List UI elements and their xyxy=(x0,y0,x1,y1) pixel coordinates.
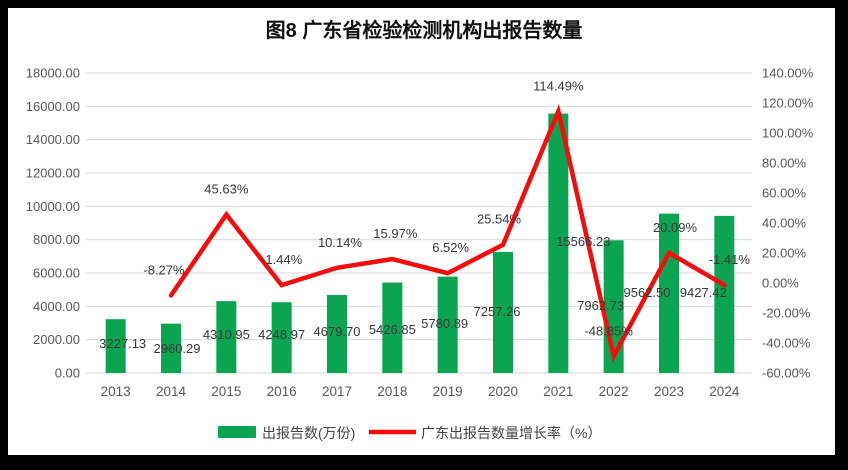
bar-2017 xyxy=(327,295,347,373)
line-value-label-2018: 15.97% xyxy=(373,226,418,241)
bar-value-label-2018: 5426.85 xyxy=(369,322,416,337)
bar-value-label-2014: 2960.29 xyxy=(154,341,201,356)
left-axis-tick-label: 0.00 xyxy=(55,366,80,381)
bar-2015 xyxy=(216,301,237,373)
legend: 出报告数(万份) 广东出报告数量增长率（%） xyxy=(218,425,601,441)
bar-value-label-2023: 9562.50 xyxy=(624,285,671,300)
left-axis-tick-label: 18000.00 xyxy=(26,66,80,81)
bar-2018 xyxy=(382,282,403,373)
bar-2021 xyxy=(548,113,569,373)
x-axis-label-2020: 2020 xyxy=(488,384,518,399)
left-axis-ticks: 0.00 2000.00 4000.00 6000.00 8000.00 10000.00… xyxy=(26,66,80,381)
line-value-labels: -8.27% 45.63% -1.44% 10.14% 15.97% 6.52% 25.54… xyxy=(143,78,750,338)
bar-value-label-2020: 7257.26 xyxy=(474,304,521,319)
x-axis-label-2016: 2016 xyxy=(267,384,297,399)
right-axis-tick-label: 0.00% xyxy=(762,276,799,291)
right-axis-ticks: -60.00% -40.00% -20.00% 0.00% 20.00% 40.00% 60… xyxy=(762,66,814,381)
bar-2014 xyxy=(161,323,181,373)
left-axis-tick-label: 10000.00 xyxy=(26,199,80,214)
right-axis-tick-label: -20.00% xyxy=(762,306,811,321)
x-axis-label-2022: 2022 xyxy=(599,384,629,399)
x-axis-label-2015: 2015 xyxy=(211,384,241,399)
line-value-label-2014: -8.27% xyxy=(143,262,185,277)
bar-2019 xyxy=(437,276,458,373)
bar-2016 xyxy=(271,302,292,373)
line-series xyxy=(168,103,727,363)
x-axis-label-2017: 2017 xyxy=(322,384,352,399)
right-axis-tick-label: -60.00% xyxy=(762,366,811,381)
x-axis-label-2019: 2019 xyxy=(433,384,463,399)
bar-value-label-2017: 4679.70 xyxy=(314,324,361,339)
chart-panel xyxy=(8,8,835,455)
right-axis-tick-label: 120.00% xyxy=(762,96,814,111)
bar-value-label-2015: 4310.95 xyxy=(203,327,250,342)
line-value-label-2016: -1.44% xyxy=(261,252,303,267)
x-axis-label-2021: 2021 xyxy=(543,384,573,399)
legend-bar-swatch-icon xyxy=(218,426,256,438)
line-value-label-2019: 6.52% xyxy=(432,240,469,255)
left-axis-tick-label: 12000.00 xyxy=(26,166,80,181)
left-axis-tick-label: 4000.00 xyxy=(33,299,80,314)
right-axis-tick-label: 20.00% xyxy=(762,246,807,261)
bar-value-label-2013: 3227.13 xyxy=(99,336,146,351)
line-value-label-2020: 25.54% xyxy=(477,212,522,227)
right-axis-tick-label: 60.00% xyxy=(762,186,807,201)
line-value-label-2023: 20.09% xyxy=(653,220,698,235)
growth-rate-line xyxy=(168,103,727,363)
bar-value-label-2021: 15566.23 xyxy=(556,234,610,249)
right-axis-tick-label: 80.00% xyxy=(762,156,807,171)
x-axis-label-2023: 2023 xyxy=(654,384,684,399)
bar-2024 xyxy=(714,215,735,373)
bar-2013 xyxy=(105,319,126,373)
gridlines xyxy=(86,72,752,374)
left-axis-tick-label: 8000.00 xyxy=(33,232,80,247)
bar-value-label-2022: 7962.73 xyxy=(577,298,624,313)
x-axis-label-2018: 2018 xyxy=(377,384,407,399)
x-axis-label-2013: 2013 xyxy=(101,384,131,399)
legend-line-label: 广东出报告数量增长率（%） xyxy=(421,425,601,441)
line-value-label-2024: -1.41% xyxy=(709,252,751,267)
right-axis-tick-label: 100.00% xyxy=(762,126,814,141)
legend-bar-label: 出报告数(万份) xyxy=(262,425,355,441)
left-axis-tick-label: 6000.00 xyxy=(33,266,80,281)
x-axis-label-2014: 2014 xyxy=(156,384,187,399)
line-value-label-2015: 45.63% xyxy=(204,182,249,197)
x-axis-labels: 2013 2014 2015 2016 2017 2018 2019 2020 2021 2022… xyxy=(101,384,740,399)
bar-value-label-2024: 9427.42 xyxy=(680,285,727,300)
line-value-label-2022: -48.85% xyxy=(584,323,633,338)
chart-title: 图8 广东省检验检测机构出报告数量 xyxy=(266,18,583,42)
bar-value-label-2019: 5780.89 xyxy=(421,316,468,331)
left-axis-tick-label: 14000.00 xyxy=(26,132,80,147)
right-axis-tick-label: 40.00% xyxy=(762,216,807,231)
line-value-label-2017: 10.14% xyxy=(318,235,363,250)
bar-value-label-2016: 4248.97 xyxy=(258,327,305,342)
left-axis-tick-label: 2000.00 xyxy=(33,332,80,347)
x-axis-label-2024: 2024 xyxy=(709,384,740,399)
right-axis-tick-label: -40.00% xyxy=(762,336,811,351)
right-axis-tick-label: 140.00% xyxy=(762,66,814,81)
left-axis-tick-label: 16000.00 xyxy=(26,99,80,114)
bar-2020 xyxy=(493,252,513,373)
line-value-label-2021: 114.49% xyxy=(533,78,584,93)
